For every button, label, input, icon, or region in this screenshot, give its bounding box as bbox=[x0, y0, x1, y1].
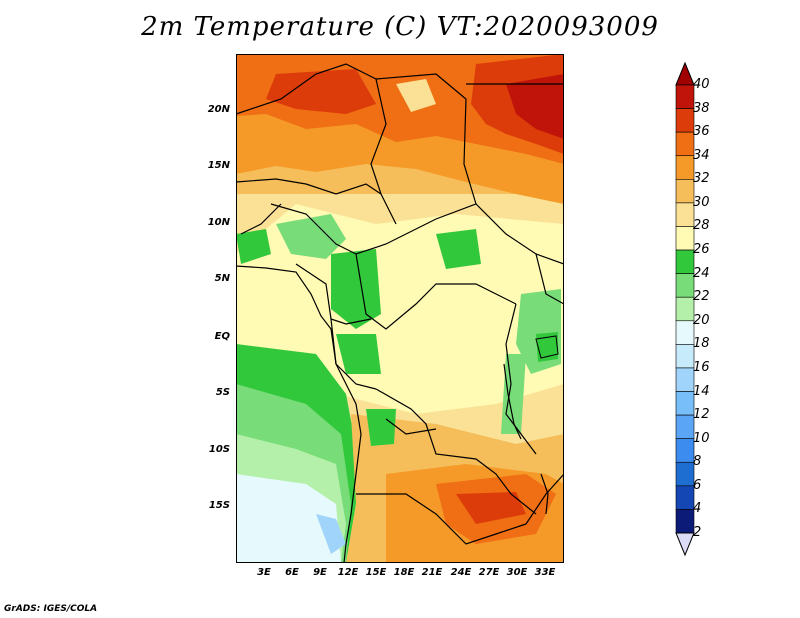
lon-label-9e: 9E bbox=[313, 567, 327, 578]
colorbar-level-label: 14 bbox=[693, 383, 710, 399]
lake-malawi bbox=[540, 473, 549, 515]
lat-label-20n: 20N bbox=[207, 104, 230, 115]
lake-victoria bbox=[535, 335, 559, 359]
lon-label-27e: 27E bbox=[478, 567, 500, 578]
colorbar-swatch bbox=[675, 509, 695, 534]
colorbar-level-label: 18 bbox=[693, 336, 710, 352]
colorbar-swatch bbox=[675, 344, 695, 369]
colorbar-level-label: 36 bbox=[693, 124, 710, 140]
colorbar-level-label: 10 bbox=[693, 430, 710, 446]
colorbar-level-label: 2 bbox=[693, 525, 702, 540]
colorbar-swatch bbox=[675, 391, 695, 416]
green-patch-rift bbox=[501, 354, 526, 434]
colorbar-swatch bbox=[675, 273, 695, 298]
lat-label-15s: 15S bbox=[208, 500, 230, 511]
colorbar-bottom-arrow bbox=[675, 532, 695, 557]
lat-label-10n: 10N bbox=[207, 217, 230, 228]
lake-tanganyika bbox=[503, 363, 522, 440]
colorbar-swatch bbox=[675, 249, 695, 274]
colorbar-swatch bbox=[675, 367, 695, 392]
colorbar-top-arrow bbox=[675, 61, 695, 86]
green-patch-cameroon bbox=[276, 214, 346, 259]
ocean-band-4 bbox=[236, 474, 341, 563]
colorbar-swatch bbox=[675, 108, 695, 133]
colorbar-swatch bbox=[675, 296, 695, 322]
colorbar-level-label: 26 bbox=[693, 242, 710, 258]
colorbar-swatch bbox=[675, 438, 695, 463]
colorbar-level-label: 16 bbox=[693, 359, 710, 375]
hottest-core bbox=[506, 74, 564, 139]
lon-label-15e: 15E bbox=[365, 567, 387, 578]
coastline bbox=[236, 265, 362, 563]
colorbar-swatch bbox=[675, 179, 695, 204]
lon-label-18e: 18E bbox=[393, 567, 415, 578]
green-patch-angola bbox=[366, 409, 396, 446]
green-patch-cmr-south bbox=[331, 249, 381, 329]
colorbar-level-label: 38 bbox=[693, 100, 710, 116]
country-borders bbox=[236, 63, 564, 545]
lon-label-33e: 33E bbox=[534, 567, 556, 578]
colorbar-level-label: 28 bbox=[693, 218, 710, 234]
colorbar-level-label: 12 bbox=[693, 407, 710, 423]
colorbar-level-label: 34 bbox=[693, 147, 710, 163]
colorbar-level-label: 32 bbox=[693, 171, 710, 187]
green-patch-car bbox=[436, 229, 481, 269]
colorbar-swatch bbox=[675, 461, 695, 487]
colorbar-level-label: 6 bbox=[693, 477, 702, 493]
credit-text: GrADS: IGES/COLA bbox=[4, 604, 98, 614]
lon-label-30e: 30E bbox=[506, 567, 528, 578]
chart-title: 2m Temperature (C) VT:2020093009 bbox=[141, 12, 659, 42]
colorbar-swatch bbox=[675, 155, 695, 180]
colorbar-level-label: 22 bbox=[693, 289, 710, 305]
green-patch-nw bbox=[236, 229, 271, 264]
colorbar-swatch bbox=[675, 485, 695, 510]
temperature-map bbox=[236, 54, 564, 563]
lon-label-24e: 24E bbox=[450, 567, 472, 578]
colorbar-level-label: 8 bbox=[693, 454, 702, 470]
lat-label-5s: 5S bbox=[215, 387, 230, 398]
hot-spot-west bbox=[266, 69, 376, 114]
colorbar-swatch bbox=[675, 226, 695, 251]
green-patch-gabon bbox=[336, 334, 381, 374]
cool-highland bbox=[396, 79, 436, 112]
lat-label-eq: EQ bbox=[214, 331, 230, 342]
colorbar-level-label: 20 bbox=[693, 312, 710, 328]
colorbar-swatch bbox=[675, 320, 695, 345]
colorbar-swatch bbox=[675, 84, 695, 109]
colorbar-swatch bbox=[675, 131, 695, 157]
lon-label-3e: 3E bbox=[257, 567, 271, 578]
colorbar-level-label: 30 bbox=[693, 194, 710, 210]
hottest-south bbox=[456, 492, 526, 524]
colorbar bbox=[675, 61, 695, 557]
lon-label-6e: 6E bbox=[285, 567, 299, 578]
colorbar-level-label: 4 bbox=[693, 501, 702, 517]
colorbar-swatch bbox=[675, 414, 695, 439]
ocean-warm bbox=[236, 266, 316, 354]
lon-label-21e: 21E bbox=[421, 567, 443, 578]
lat-label-15n: 15N bbox=[207, 160, 230, 171]
lat-label-10s: 10S bbox=[208, 444, 230, 455]
lat-label-5n: 5N bbox=[214, 273, 230, 284]
ocean-band-5 bbox=[316, 514, 346, 554]
colorbar-swatch bbox=[675, 202, 695, 227]
colorbar-level-label: 40 bbox=[693, 77, 710, 92]
colorbar-level-label: 24 bbox=[693, 265, 710, 281]
lon-label-12e: 12E bbox=[337, 567, 359, 578]
map-frame bbox=[236, 54, 564, 563]
